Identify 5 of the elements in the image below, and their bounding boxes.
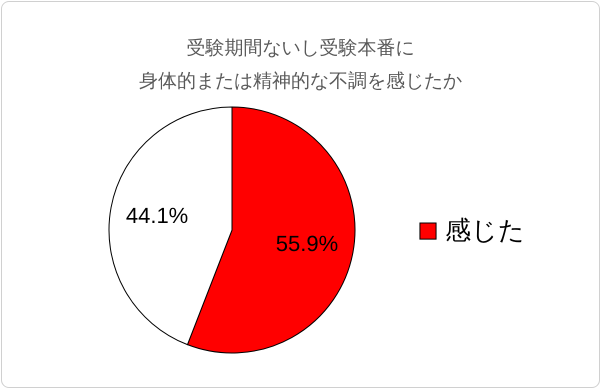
data-label: 44.1% bbox=[126, 202, 188, 228]
chart-subtitle: 身体的または精神的な不調を感じたか bbox=[138, 70, 463, 94]
data-label: 55.9% bbox=[276, 231, 338, 256]
chart-title: 受験期間ないし受験本番に bbox=[186, 37, 416, 61]
legend-label: 感じた bbox=[445, 215, 525, 245]
